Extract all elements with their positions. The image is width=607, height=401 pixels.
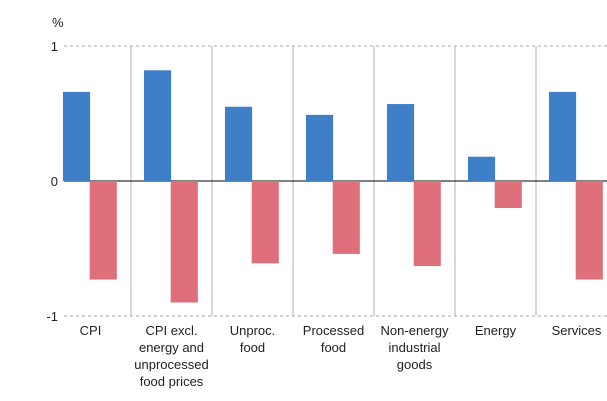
- x-tick-label: Energy: [475, 323, 517, 338]
- y-axis-label: %: [52, 15, 64, 30]
- y-tick-label: 0: [51, 174, 58, 189]
- bar: [170, 181, 198, 303]
- x-tick-label: Unproc. food: [230, 323, 276, 355]
- bar: [575, 181, 603, 280]
- bar: [305, 114, 334, 181]
- bar: [332, 181, 360, 254]
- bar: [89, 181, 117, 280]
- y-tick-label: -1: [46, 309, 58, 324]
- x-tick-label: Processed food: [303, 323, 364, 355]
- x-tick-label: Services: [552, 323, 602, 338]
- bar: [548, 91, 577, 181]
- bar: [62, 91, 91, 181]
- bar: [467, 156, 496, 181]
- bar: [386, 104, 415, 181]
- bar: [143, 70, 172, 181]
- x-tick-label: Non-energy industrial goods: [381, 323, 449, 372]
- x-tick-label: CPI: [80, 323, 102, 338]
- x-tick-label: CPI excl. energy and unprocessed food price…: [134, 323, 208, 389]
- y-tick-label: 1: [51, 39, 58, 54]
- bar: [494, 181, 522, 208]
- bar: [251, 181, 279, 264]
- bar: [413, 181, 441, 267]
- bar: [224, 106, 253, 181]
